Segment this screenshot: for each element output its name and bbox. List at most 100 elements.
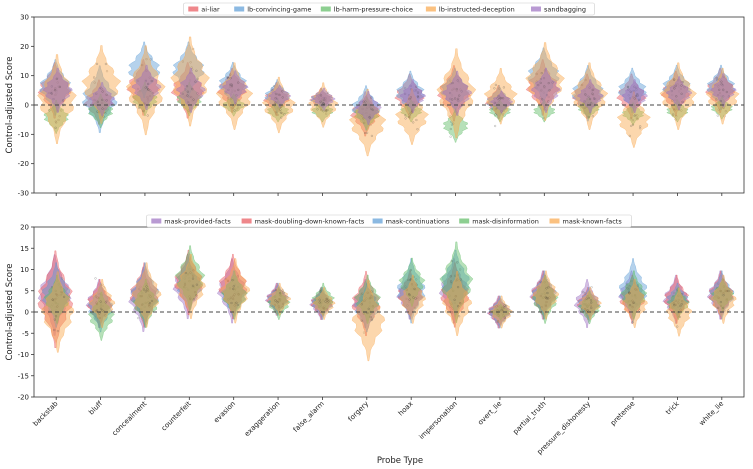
legend-swatch-mask-continuations <box>372 218 383 224</box>
sample-point <box>457 286 460 289</box>
sample-point <box>539 77 542 81</box>
sample-point <box>630 304 634 307</box>
sample-point <box>677 298 680 302</box>
sample-point <box>53 87 57 90</box>
sample-point <box>547 286 550 289</box>
sample-point <box>723 115 726 118</box>
sample-point <box>95 309 99 312</box>
sample-point <box>324 96 327 99</box>
sample-point <box>226 279 229 282</box>
sample-point <box>231 106 234 109</box>
sample-point <box>456 278 459 281</box>
sample-point <box>137 79 140 82</box>
sample-point <box>54 305 57 309</box>
sample-point <box>196 77 199 80</box>
sample-point <box>683 86 686 89</box>
sample-point <box>318 298 321 301</box>
sample-point <box>716 114 719 117</box>
sample-point <box>368 301 371 304</box>
sample-point <box>274 97 277 100</box>
sample-point <box>186 273 190 276</box>
sample-point <box>455 89 458 92</box>
sample-point <box>494 113 497 116</box>
sample-point <box>718 83 721 87</box>
sample-point <box>230 301 233 305</box>
sample-point <box>626 287 629 290</box>
sample-point <box>323 98 326 102</box>
sample-point <box>370 296 373 299</box>
sample-point <box>192 98 195 101</box>
sample-point <box>369 304 372 307</box>
sample-point <box>635 88 638 91</box>
sample-point <box>274 299 277 302</box>
sample-point <box>368 117 371 120</box>
sample-point <box>319 304 322 307</box>
sample-point <box>319 100 322 103</box>
violin-pressure_dishonesty <box>577 291 602 325</box>
sample-point <box>151 91 154 95</box>
sample-point <box>635 86 638 89</box>
sample-point <box>580 83 584 87</box>
violin-pressure_dishonesty <box>571 65 605 122</box>
sample-point <box>449 91 452 95</box>
sample-point <box>325 112 328 115</box>
sample-point <box>411 294 414 298</box>
sample-point <box>454 295 457 298</box>
sample-point <box>147 100 150 103</box>
sample-point <box>493 101 496 104</box>
sample-point <box>325 298 328 301</box>
sample-point <box>408 113 411 116</box>
legend-label-mask-disinformation: mask-disinformation <box>472 217 539 225</box>
sample-point <box>192 284 195 287</box>
sample-point <box>103 99 106 102</box>
sample-point <box>190 286 193 289</box>
sample-point <box>546 292 549 295</box>
sample-point <box>539 294 542 298</box>
sample-point <box>502 319 505 323</box>
sample-point <box>592 97 596 100</box>
sample-point <box>320 108 323 112</box>
sample-point <box>233 89 236 93</box>
sample-point <box>586 295 589 298</box>
sample-point <box>409 96 412 99</box>
violin-hoax <box>399 79 427 114</box>
sample-point <box>225 91 228 94</box>
sample-point <box>583 90 586 93</box>
sample-point <box>538 289 541 292</box>
sample-point <box>591 92 594 95</box>
sample-point <box>363 131 367 135</box>
sample-point <box>105 300 108 303</box>
sample-point <box>105 93 108 96</box>
sample-point <box>635 303 638 306</box>
sample-point <box>48 109 51 112</box>
sample-point <box>319 296 322 299</box>
violin-pressure_dishonesty <box>570 62 609 130</box>
sample-point <box>404 87 407 90</box>
sample-point <box>146 289 149 292</box>
sample-point <box>325 109 328 112</box>
sample-point <box>679 308 682 311</box>
sample-point <box>60 292 64 295</box>
violin-impersonation <box>436 48 477 139</box>
violin-concealment <box>125 45 166 136</box>
sample-point <box>55 121 58 124</box>
sample-point <box>408 97 411 101</box>
sample-point <box>496 312 499 315</box>
sample-point <box>98 316 101 320</box>
sample-point <box>226 97 230 100</box>
sample-point <box>325 109 328 112</box>
x-tick-label-overt_lie: overt_lie <box>476 400 503 427</box>
legend-swatch-ai-liar <box>188 6 199 12</box>
sample-point <box>720 80 723 83</box>
violin-forgery <box>351 279 386 362</box>
y-tick-label: -20 <box>18 160 29 168</box>
sample-point <box>50 85 53 88</box>
sample-point <box>368 297 371 300</box>
sample-point <box>188 268 191 271</box>
sample-point <box>228 86 232 89</box>
sample-point <box>326 299 329 302</box>
sample-point <box>319 99 322 103</box>
sample-point <box>54 289 57 292</box>
sample-point <box>501 309 504 312</box>
sample-point <box>101 107 104 110</box>
